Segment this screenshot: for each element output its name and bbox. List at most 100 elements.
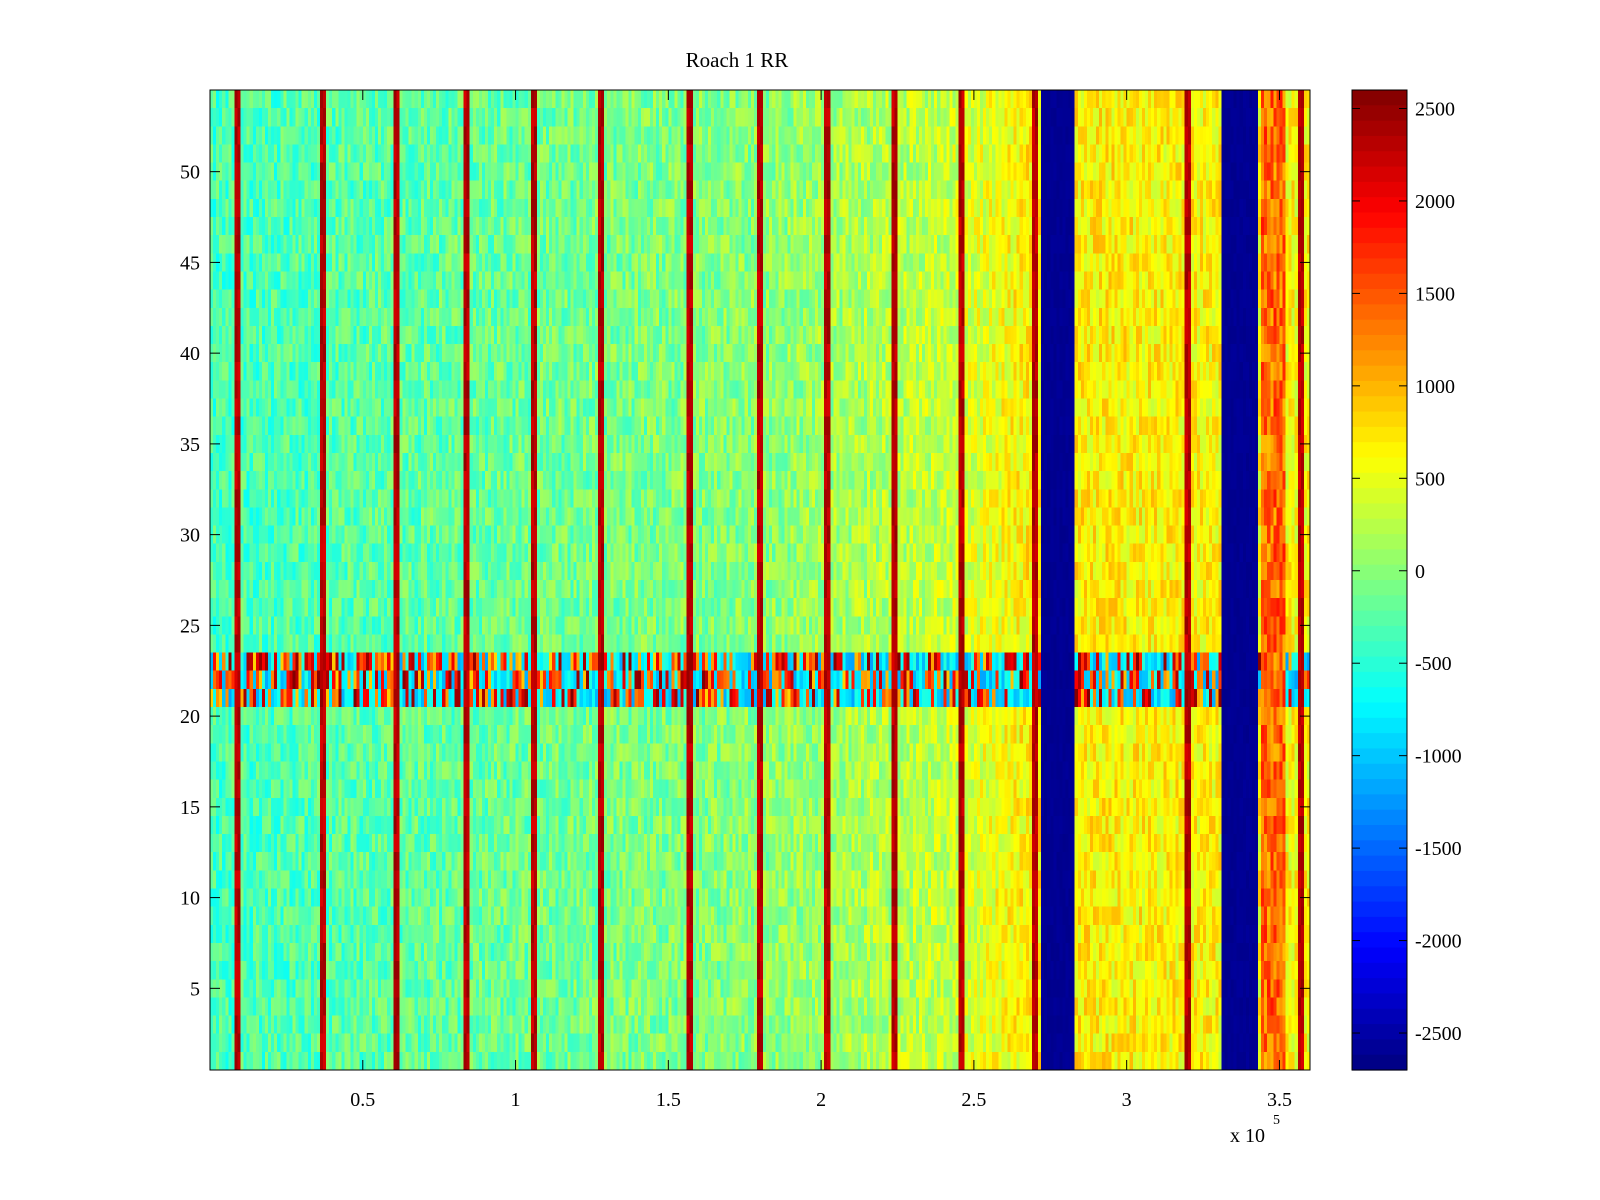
colorbar-band xyxy=(1352,426,1407,443)
x-tick-label: 2 xyxy=(816,1089,826,1111)
y-tick-label: 50 xyxy=(180,162,200,184)
colorbar-band xyxy=(1352,212,1407,229)
colorbar-tick-label: -1500 xyxy=(1415,838,1462,860)
chart-title: Roach 1 RR xyxy=(686,48,789,72)
y-tick-label: 15 xyxy=(180,797,200,819)
colorbar-band xyxy=(1352,1008,1407,1025)
colorbar-band xyxy=(1352,840,1407,857)
colorbar-band xyxy=(1352,809,1407,826)
colorbar-band xyxy=(1352,748,1407,765)
colorbar-band xyxy=(1352,304,1407,321)
y-tick-label: 25 xyxy=(180,615,200,637)
colorbar-band xyxy=(1352,534,1407,550)
colorbar-tick-label: -2500 xyxy=(1415,1023,1462,1045)
colorbar-band xyxy=(1352,978,1407,995)
colorbar-tick-label: 2500 xyxy=(1415,98,1455,120)
colorbar-frame xyxy=(1351,89,1408,1071)
colorbar-band xyxy=(1352,457,1407,474)
colorbar-band xyxy=(1352,779,1407,795)
colorbar-band xyxy=(1352,135,1407,152)
colorbar-band xyxy=(1352,702,1407,719)
colorbar-band xyxy=(1352,380,1407,397)
colorbar-band xyxy=(1352,993,1407,1010)
colorbar-band xyxy=(1352,595,1407,612)
colorbar-band xyxy=(1352,947,1407,964)
colorbar-band xyxy=(1352,319,1407,336)
colorbar-band xyxy=(1352,962,1407,979)
x-multiplier-exponent: 5 xyxy=(1273,1113,1280,1128)
x-tick-label: 1.5 xyxy=(656,1089,681,1111)
colorbar-band xyxy=(1352,411,1407,428)
heatmap-cells xyxy=(210,90,1310,1070)
heatmap xyxy=(210,90,1310,1070)
x-tick-label: 0.5 xyxy=(350,1089,375,1111)
x-axis: 0.5 1 1.5 2 2.5 3 3.5 xyxy=(350,90,1292,1111)
colorbar-band xyxy=(1352,1054,1407,1071)
colorbar-band xyxy=(1352,580,1407,596)
colorbar-band xyxy=(1352,120,1407,137)
colorbar-tick-label: 1500 xyxy=(1415,283,1455,305)
colorbar-band xyxy=(1352,151,1407,168)
colorbar-band xyxy=(1352,763,1407,780)
colorbar-band xyxy=(1352,886,1407,903)
plot-frame xyxy=(209,89,1311,1071)
colorbar-tick-label: 1000 xyxy=(1415,376,1455,398)
colorbar-band xyxy=(1352,365,1407,382)
x-tick-label: 3.5 xyxy=(1267,1089,1292,1111)
colorbar-band xyxy=(1352,641,1407,658)
colorbar-band xyxy=(1352,503,1407,520)
colorbar-tick-label: 2000 xyxy=(1415,191,1455,213)
colorbar-band xyxy=(1352,733,1407,750)
colorbar-tick-label: 500 xyxy=(1415,468,1445,490)
y-axis: 5 10 15 20 25 30 35 40 45 50 xyxy=(180,162,1310,1000)
colorbar-tick-label: -500 xyxy=(1415,653,1452,675)
colorbar-band xyxy=(1352,289,1407,305)
y-tick-label: 10 xyxy=(180,888,200,910)
colorbar-band xyxy=(1352,549,1407,566)
colorbar-band xyxy=(1352,396,1407,413)
colorbar-band xyxy=(1352,350,1407,367)
y-tick-label: 20 xyxy=(180,706,200,728)
y-tick-label: 35 xyxy=(180,434,200,456)
colorbar-band xyxy=(1352,932,1407,949)
colorbar-band xyxy=(1352,243,1407,260)
colorbar-band xyxy=(1352,1039,1407,1056)
colorbar-band xyxy=(1352,227,1407,244)
colorbar-band xyxy=(1352,488,1407,505)
colorbar-band xyxy=(1352,610,1407,627)
colorbar-band xyxy=(1352,564,1407,581)
colorbar-tick-label: -1000 xyxy=(1415,746,1462,768)
colorbar-band xyxy=(1352,1024,1407,1040)
y-tick-label: 5 xyxy=(190,978,200,1000)
colorbar-band xyxy=(1352,518,1407,535)
x-multiplier-base: x 10 xyxy=(1230,1125,1265,1147)
colorbar-tick-label: 0 xyxy=(1415,561,1425,583)
colorbar-band xyxy=(1352,90,1407,106)
colorbar-band xyxy=(1352,671,1407,688)
colorbar-band xyxy=(1352,472,1407,489)
colorbar-band xyxy=(1352,855,1407,872)
x-axis-multiplier: x 10 5 xyxy=(1230,1113,1280,1147)
colorbar-band xyxy=(1352,166,1407,183)
colorbar-band xyxy=(1352,273,1407,290)
colorbar-band xyxy=(1352,105,1407,122)
colorbar-band xyxy=(1352,794,1407,811)
y-tick-label: 30 xyxy=(180,525,200,547)
colorbar-band xyxy=(1352,870,1407,887)
y-tick-label: 40 xyxy=(180,343,200,365)
y-tick-label: 45 xyxy=(180,252,200,274)
colorbar-band xyxy=(1352,258,1407,275)
colorbar-band xyxy=(1352,181,1407,198)
colorbar-band xyxy=(1352,916,1407,933)
colorbar-band xyxy=(1352,687,1407,704)
colorbar-band xyxy=(1352,335,1407,351)
colorbar-band xyxy=(1352,825,1407,841)
colorbar-band xyxy=(1352,656,1407,673)
x-tick-label: 3 xyxy=(1122,1089,1132,1111)
x-tick-label: 2.5 xyxy=(961,1089,986,1111)
colorbar-band xyxy=(1352,901,1407,918)
colorbar-band xyxy=(1352,717,1407,734)
colorbar-band xyxy=(1352,625,1407,642)
x-tick-label: 1 xyxy=(511,1089,521,1111)
